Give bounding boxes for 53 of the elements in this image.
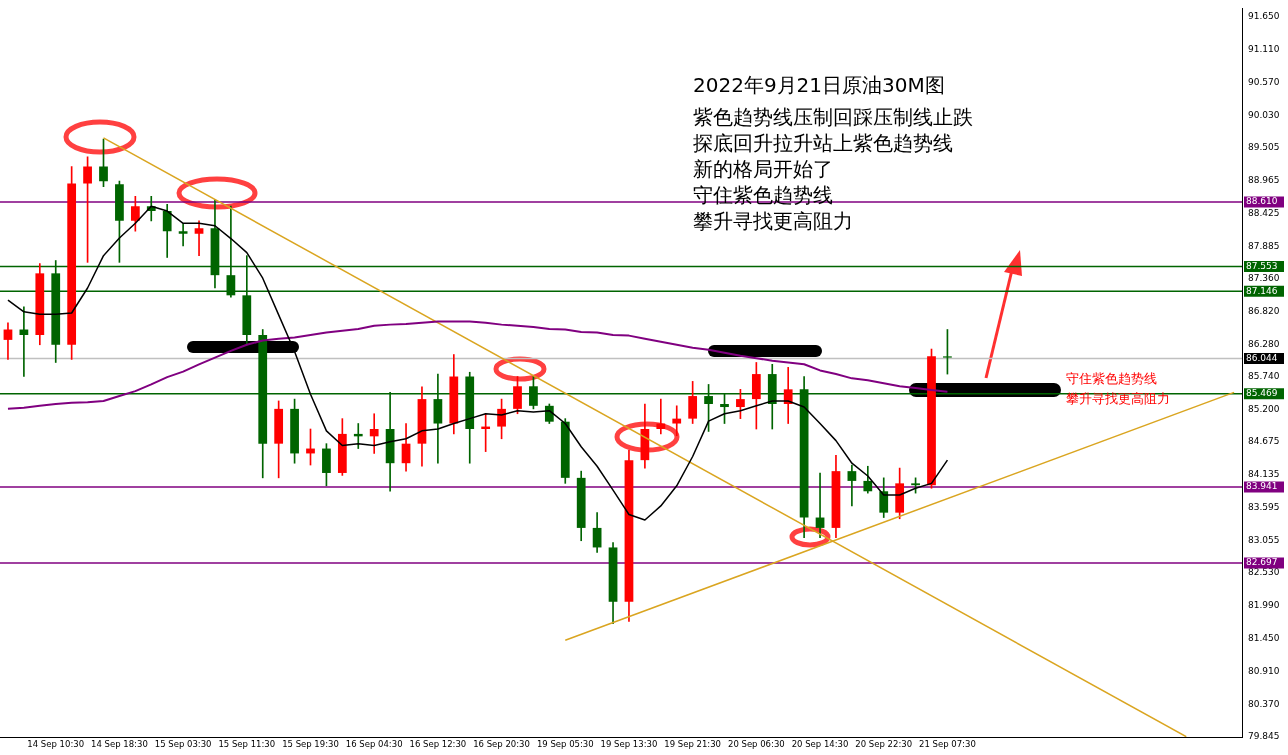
y-tick-label: 81.990 — [1248, 600, 1280, 611]
x-tick-label: 14 Sep 10:30 — [27, 739, 85, 750]
ref-line-label: 87.146 — [1246, 285, 1278, 296]
annotation: 新的格局开始了 — [693, 157, 833, 181]
annotation: 攀升寻找更高阻力 — [1066, 391, 1170, 406]
y-tick-label: 89.505 — [1248, 141, 1280, 152]
annotation: 守住紫色趋势线 — [693, 183, 833, 207]
y-tick-label: 82.530 — [1248, 567, 1280, 578]
x-tick-label: 21 Sep 07:30 — [919, 739, 976, 750]
y-tick-label: 83.595 — [1248, 502, 1280, 513]
x-tick-label: 16 Sep 04:30 — [345, 739, 403, 750]
x-tick-label: 15 Sep 03:30 — [154, 739, 212, 750]
ref-line-label: 86.044 — [1246, 352, 1278, 363]
y-tick-label: 86.820 — [1248, 305, 1280, 316]
y-tick-label: 88.965 — [1248, 174, 1280, 185]
x-tick-label: 19 Sep 13:30 — [600, 739, 658, 750]
x-tick-label: 20 Sep 14:30 — [791, 739, 849, 750]
x-tick-label: 19 Sep 21:30 — [664, 739, 722, 750]
y-tick-label: 79.845 — [1248, 731, 1280, 742]
ref-line-label: 85.469 — [1246, 388, 1278, 399]
ref-line-label: 83.941 — [1246, 481, 1278, 492]
y-tick-label: 84.675 — [1248, 436, 1280, 447]
x-tick-label: 16 Sep 20:30 — [473, 739, 530, 750]
annotation: 探底回升拉升站上紫色趋势线 — [693, 131, 953, 155]
x-tick-label: 16 Sep 12:30 — [409, 739, 467, 750]
y-tick-label: 81.450 — [1248, 633, 1280, 644]
ref-line-label: 88.610 — [1246, 196, 1278, 207]
ref-line-label: 82.697 — [1246, 557, 1278, 568]
x-tick-label: 14 Sep 18:30 — [91, 739, 148, 750]
x-tick-label: 15 Sep 11:30 — [218, 739, 276, 750]
y-tick-label: 85.740 — [1248, 371, 1280, 382]
y-tick-label: 86.280 — [1248, 338, 1280, 349]
x-tick-label: 20 Sep 22:30 — [855, 739, 913, 750]
x-tick-label: 19 Sep 05:30 — [536, 739, 594, 750]
annotation: 紫色趋势线压制回踩压制线止跌 — [693, 105, 973, 129]
y-tick-label: 87.360 — [1248, 272, 1280, 283]
y-tick-label: 90.030 — [1248, 109, 1280, 120]
y-tick-label: 83.055 — [1248, 535, 1280, 546]
y-tick-label: 90.570 — [1248, 76, 1280, 87]
y-tick-label: 84.135 — [1248, 469, 1280, 480]
annotation: 攀升寻找更高阻力 — [693, 209, 853, 233]
ref-line-label: 87.553 — [1246, 260, 1278, 271]
annotation: 守住紫色趋势线 — [1066, 371, 1157, 386]
y-tick-label: 91.650 — [1248, 10, 1280, 21]
y-tick-label: 85.200 — [1248, 404, 1280, 415]
x-tick-label: 20 Sep 06:30 — [727, 739, 785, 750]
y-tick-label: 87.885 — [1248, 240, 1280, 251]
y-tick-label: 80.370 — [1248, 699, 1280, 710]
x-tick-label: 15 Sep 19:30 — [282, 739, 339, 750]
y-tick-label: 91.110 — [1248, 43, 1280, 54]
y-tick-label: 80.910 — [1248, 666, 1280, 677]
y-tick-label: 88.425 — [1248, 207, 1280, 218]
text: 2022年9月21日原油30M图 — [693, 73, 945, 97]
